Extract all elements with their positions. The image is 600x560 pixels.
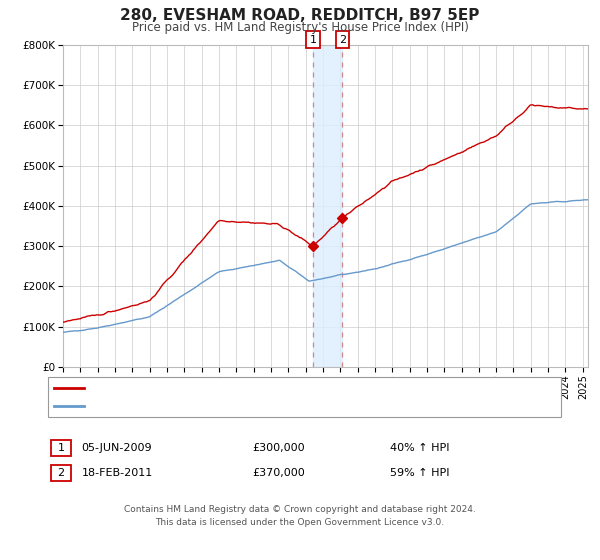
- Text: 05-JUN-2009: 05-JUN-2009: [82, 443, 152, 453]
- Text: 2: 2: [58, 468, 64, 478]
- Text: 1: 1: [310, 35, 317, 45]
- Text: £370,000: £370,000: [252, 468, 305, 478]
- Text: 40% ↑ HPI: 40% ↑ HPI: [390, 443, 449, 453]
- Text: 280, EVESHAM ROAD, REDDITCH, B97 5EP: 280, EVESHAM ROAD, REDDITCH, B97 5EP: [121, 8, 479, 24]
- Bar: [313, 45, 343, 367]
- Text: Contains HM Land Registry data © Crown copyright and database right 2024.: Contains HM Land Registry data © Crown c…: [124, 505, 476, 514]
- Text: HPI: Average price, detached house, Redditch: HPI: Average price, detached house, Redd…: [91, 401, 330, 411]
- Text: Price paid vs. HM Land Registry's House Price Index (HPI): Price paid vs. HM Land Registry's House …: [131, 21, 469, 34]
- Text: This data is licensed under the Open Government Licence v3.0.: This data is licensed under the Open Gov…: [155, 518, 445, 527]
- Text: 2: 2: [339, 35, 346, 45]
- Text: 280, EVESHAM ROAD, REDDITCH, B97 5EP (detached house): 280, EVESHAM ROAD, REDDITCH, B97 5EP (de…: [91, 383, 406, 393]
- Text: 18-FEB-2011: 18-FEB-2011: [82, 468, 153, 478]
- Text: 59% ↑ HPI: 59% ↑ HPI: [390, 468, 449, 478]
- Text: 1: 1: [58, 443, 64, 453]
- Text: £300,000: £300,000: [252, 443, 305, 453]
